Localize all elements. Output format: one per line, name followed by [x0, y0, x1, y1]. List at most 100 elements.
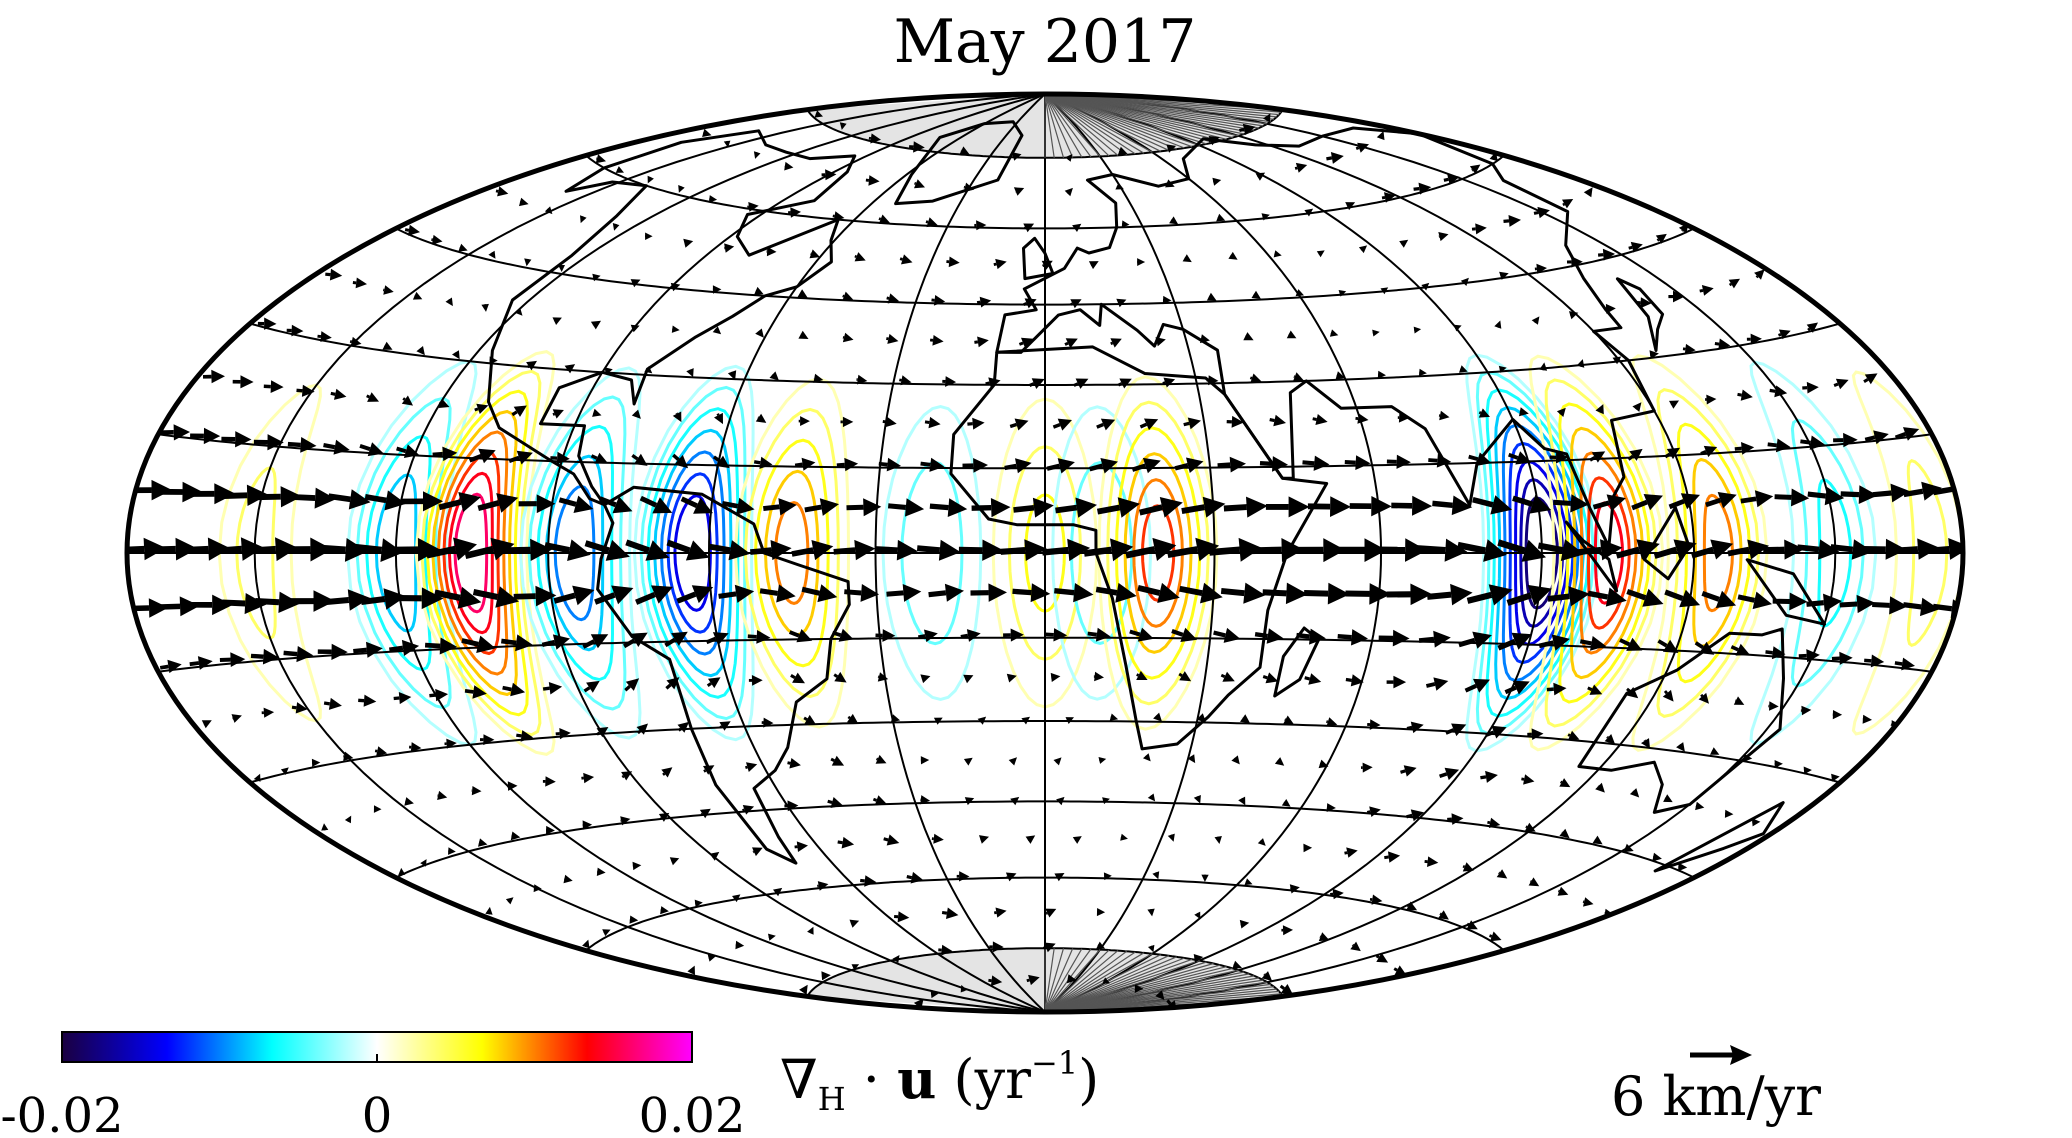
flow-arrow	[1139, 497, 1183, 518]
flow-arrow	[769, 371, 779, 381]
flow-arrow	[630, 279, 641, 288]
flow-arrow	[1662, 689, 1674, 702]
flow-arrow	[886, 584, 922, 602]
flow-arrow	[190, 427, 221, 445]
flow-arrow	[714, 412, 723, 425]
flow-arrow	[1286, 330, 1297, 339]
flow-arrow	[1006, 673, 1017, 683]
flow-arrow	[886, 293, 900, 304]
flow-arrow	[721, 497, 755, 515]
flow-arrow	[231, 714, 242, 723]
coastline	[1022, 236, 1055, 281]
flow-arrow	[1228, 251, 1238, 260]
flow-arrow	[933, 717, 943, 725]
flow-arrow	[468, 448, 496, 464]
flow-arrow	[671, 325, 680, 333]
flow-arrow	[1312, 414, 1328, 425]
flow-arrow	[202, 369, 225, 384]
flow-arrow	[1508, 451, 1531, 465]
flow-arrow	[1676, 742, 1685, 752]
coastline	[1577, 627, 1785, 814]
flow-arrow	[1678, 862, 1688, 872]
flow-arrow	[445, 297, 453, 307]
label-unit: (yr	[936, 1048, 1031, 1111]
flow-arrow	[920, 457, 945, 472]
flow-arrow	[878, 214, 890, 224]
flow-arrow	[1283, 715, 1294, 725]
flow-arrow	[474, 403, 489, 414]
flow-arrow	[1355, 413, 1369, 424]
flow-arrow	[1096, 941, 1106, 949]
flow-arrow	[860, 875, 877, 887]
flow-arrow	[1121, 220, 1130, 228]
flow-arrow	[1864, 430, 1889, 445]
flow-arrow	[1046, 458, 1075, 474]
flow-arrow	[1833, 432, 1858, 448]
flow-arrow	[1096, 418, 1116, 431]
cap-spoke	[1044, 94, 1153, 1012]
flow-arrow	[1326, 152, 1344, 164]
flow-arrow	[1664, 589, 1701, 608]
flow-arrow	[890, 714, 901, 723]
flow-arrow	[1307, 496, 1351, 517]
flow-arrow	[678, 185, 685, 193]
parallel-line	[585, 876, 1505, 952]
flow-arrow	[1506, 584, 1552, 606]
flow-arrow	[849, 919, 860, 928]
flow-arrow	[748, 675, 763, 686]
parallel-line	[249, 720, 1841, 784]
flow-arrow	[159, 596, 200, 617]
flow-arrow	[1083, 538, 1134, 562]
flow-arrow	[1698, 692, 1709, 704]
flow-arrow	[784, 161, 794, 171]
flow-arrow	[1406, 721, 1424, 734]
cap-spoke	[1044, 94, 1110, 1012]
map-title: May 2017	[894, 7, 1197, 77]
flow-arrow	[1864, 654, 1885, 668]
flow-arrow	[1279, 984, 1294, 996]
flow-arrow	[1752, 818, 1761, 827]
flow-arrow	[464, 537, 515, 561]
flow-arrow	[1065, 717, 1074, 724]
flow-arrow	[959, 146, 970, 155]
flow-arrow	[366, 392, 379, 402]
flow-arrow	[892, 955, 900, 963]
flow-arrow	[1519, 407, 1529, 417]
flow-arrow	[875, 754, 887, 764]
flow-arrow	[464, 685, 487, 699]
flow-arrow	[1534, 263, 1547, 274]
flow-arrow	[615, 166, 624, 173]
flow-arrow	[1831, 773, 1840, 782]
flow-arrow	[694, 899, 703, 908]
flow-arrow	[979, 835, 989, 844]
flow-arrow	[962, 458, 988, 473]
flow-arrow	[1512, 494, 1552, 514]
flow-arrow	[801, 584, 838, 603]
flow-arrow	[817, 881, 829, 891]
flow-arrow	[404, 797, 414, 806]
flow-arrow	[1806, 593, 1842, 612]
flow-arrow	[1384, 851, 1401, 863]
flow-arrow	[1167, 537, 1220, 562]
flow-arrow	[401, 395, 413, 406]
flow-arrow	[1595, 782, 1605, 793]
flow-arrow	[1326, 717, 1338, 727]
flow-arrow	[360, 588, 407, 610]
flow-arrow	[253, 434, 284, 451]
flow-arrow	[687, 965, 695, 975]
flow-arrow	[317, 331, 332, 342]
flow-arrow	[1088, 261, 1099, 270]
flow-arrow	[1155, 337, 1166, 347]
flow-arrow	[1567, 730, 1580, 741]
flow-arrow	[755, 328, 764, 338]
flow-arrow	[1626, 588, 1664, 607]
label-exp: −1	[1031, 1044, 1078, 1082]
flow-arrow	[584, 539, 630, 561]
flow-arrow	[1208, 136, 1220, 146]
flow-arrow	[1399, 239, 1409, 248]
flow-arrow	[1316, 250, 1325, 258]
flow-arrow	[842, 332, 854, 343]
flow-arrow	[602, 929, 611, 937]
flow-arrow	[875, 629, 896, 642]
